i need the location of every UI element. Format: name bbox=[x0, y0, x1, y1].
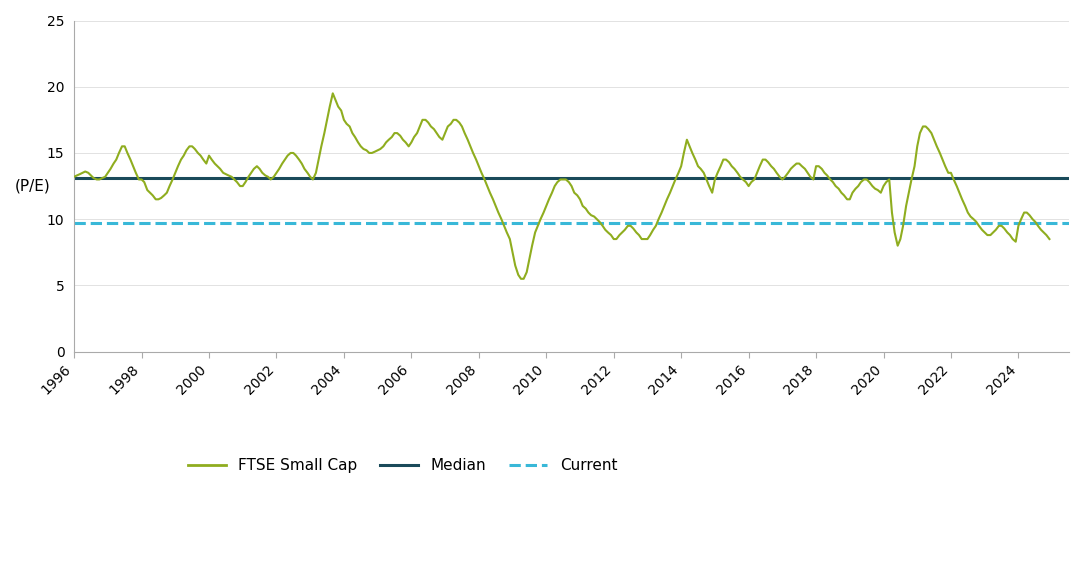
Legend: FTSE Small Cap, Median, Current: FTSE Small Cap, Median, Current bbox=[182, 452, 623, 479]
Y-axis label: (P/E): (P/E) bbox=[15, 178, 51, 194]
